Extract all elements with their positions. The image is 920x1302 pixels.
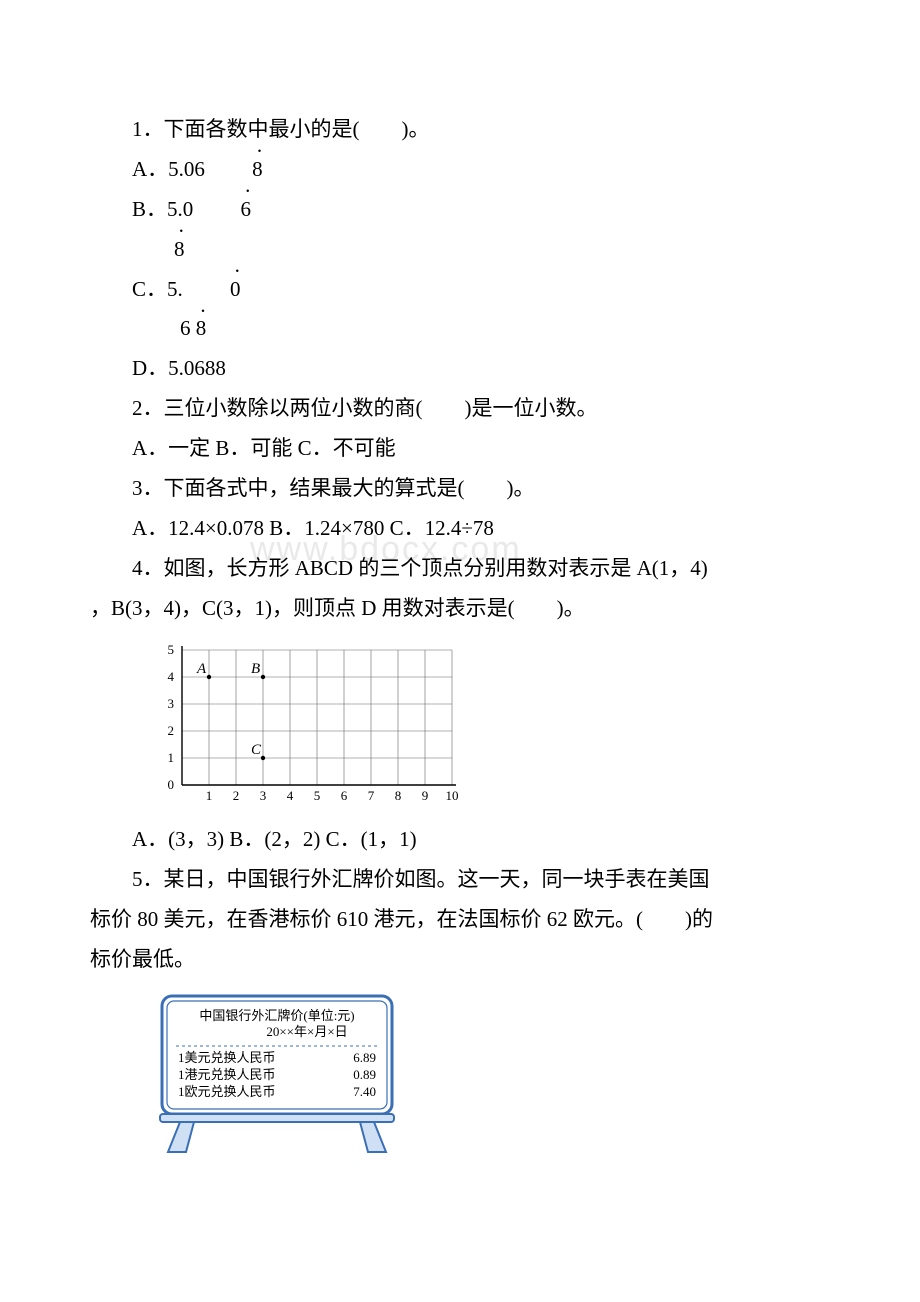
q1-c-prefix: C．5. — [132, 277, 183, 301]
svg-text:6: 6 — [341, 788, 348, 803]
q1-opt-b-line1: B．5.0 6 — [90, 190, 830, 230]
page: 1．下面各数中最小的是( )。 A．5.06 8 B．5.0 6 8 C．5. … — [0, 0, 920, 1219]
svg-text:10: 10 — [446, 788, 459, 803]
svg-text:6.89: 6.89 — [353, 1050, 376, 1065]
q5-stem-l1: 5．某日，中国银行外汇牌价如图。这一天，同一块手表在美国 — [90, 860, 830, 900]
q1-b-l2: 8 — [132, 230, 185, 270]
svg-text:9: 9 — [422, 788, 429, 803]
svg-text:2: 2 — [168, 723, 175, 738]
q5-stem-l2: 标价 80 美元，在香港标价 610 港元，在法国标价 62 欧元。( )的 — [90, 900, 830, 940]
svg-text:0.89: 0.89 — [353, 1067, 376, 1082]
svg-text:A: A — [196, 661, 207, 677]
svg-text:3: 3 — [260, 788, 267, 803]
q4-stem-l2: ，B(3，4)，C(3，1)，则顶点 D 用数对表示是( )。 — [90, 589, 830, 629]
q2-stem: 2．三位小数除以两位小数的商( )是一位小数。 — [90, 389, 830, 429]
svg-text:20××年×月×日: 20××年×月×日 — [266, 1024, 347, 1039]
q1-c-sup: 0 — [188, 270, 241, 310]
q5-stem-l3: 标价最低。 — [90, 940, 830, 980]
svg-text:1欧元兑换人民币: 1欧元兑换人民币 — [178, 1084, 276, 1099]
q1-a-prefix: A．5.06 — [132, 157, 205, 181]
q4-grid-figure: 1 2 3 4 5 6 7 8 9 10 0 1 2 3 4 5 A B C — [150, 635, 830, 819]
q1-opt-a: A．5.06 8 — [90, 150, 830, 190]
exchange-board: 中国银行外汇牌价(单位:元)20××年×月×日 1美元兑换人民币 6.89 1港元兑换… — [150, 990, 410, 1165]
svg-text:5: 5 — [168, 642, 175, 657]
q5-board-figure: 中国银行外汇牌价(单位:元)20××年×月×日 1美元兑换人民币 6.89 1港元兑换… — [150, 990, 830, 1179]
svg-text:8: 8 — [395, 788, 402, 803]
svg-text:5: 5 — [314, 788, 321, 803]
q4-opts: A．(3，3) B．(2，2) C．(1，1) — [90, 820, 830, 860]
q1-c-l2-pre: 6 — [180, 316, 191, 340]
q2-opts: A．一定 B．可能 C．不可能 — [90, 429, 830, 469]
svg-text:中国银行外汇牌价(单位:元): 中国银行外汇牌价(单位:元) — [199, 1008, 354, 1023]
svg-text:7: 7 — [368, 788, 375, 803]
svg-text:1: 1 — [206, 788, 213, 803]
q3-stem: 3．下面各式中，结果最大的算式是( )。 — [90, 469, 830, 509]
svg-text:3: 3 — [168, 696, 175, 711]
svg-text:7.40: 7.40 — [353, 1084, 376, 1099]
grid-chart: 1 2 3 4 5 6 7 8 9 10 0 1 2 3 4 5 A B C — [150, 635, 470, 805]
q1-opt-c-line2: 6 8 — [180, 309, 830, 349]
svg-text:C: C — [251, 742, 262, 758]
svg-text:4: 4 — [168, 669, 175, 684]
q1-stem: 1．下面各数中最小的是( )。 — [90, 110, 830, 150]
svg-text:B: B — [251, 661, 260, 677]
svg-text:4: 4 — [287, 788, 294, 803]
svg-text:1美元兑换人民币: 1美元兑换人民币 — [178, 1050, 276, 1065]
q1-c-l2-sup: 8 — [196, 309, 207, 349]
svg-text:2: 2 — [233, 788, 240, 803]
q1-opt-d: D．5.0688 — [90, 349, 830, 389]
q4-stem-l1: 4．如图，长方形 ABCD 的三个顶点分别用数对表示是 A(1，4) — [90, 549, 830, 589]
watermark-region: www.bdocx.com A．12.4×0.078 B．1.24×780 C．… — [90, 509, 830, 589]
svg-text:0: 0 — [168, 777, 175, 792]
svg-text:1港元兑换人民币: 1港元兑换人民币 — [178, 1067, 276, 1082]
svg-text:1: 1 — [168, 750, 175, 765]
q3-opts: A．12.4×0.078 B．1.24×780 C．12.4÷78 — [90, 509, 830, 549]
q1-b-sup: 6 — [199, 190, 252, 230]
